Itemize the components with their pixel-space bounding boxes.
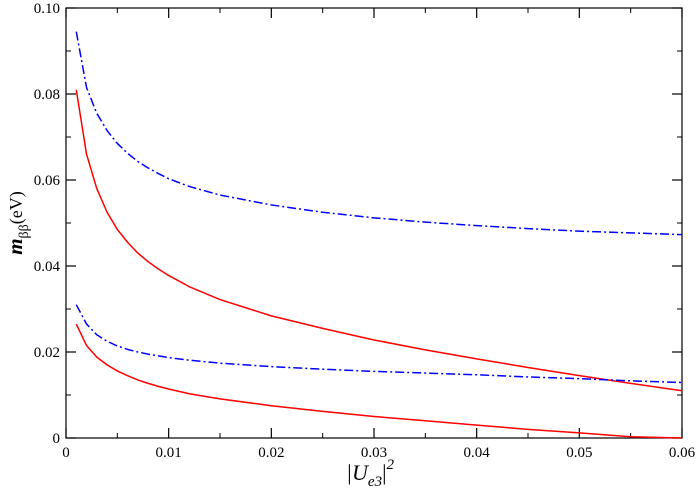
y-tick-label: 0.06 (34, 173, 61, 189)
x-tick-label: 0.01 (156, 445, 182, 461)
x-tick-label: 0.05 (566, 445, 592, 461)
x-tick-label: 0.06 (669, 445, 696, 461)
axis-titles: mββ(eV) |Ue3|2 (3, 191, 395, 490)
plot-area (65, 7, 683, 439)
axis-ticks (65, 7, 683, 439)
x-axis-label: |Ue3|2 (346, 457, 395, 490)
x-axis-label-superscript: 2 (387, 457, 395, 473)
x-tick-label: 0.04 (464, 445, 491, 461)
x-tick-label: 0.02 (258, 445, 284, 461)
plot-frame (65, 7, 683, 439)
y-tick-label: 0.02 (34, 345, 60, 361)
x-axis-label-base: |U (346, 460, 370, 485)
series-line-2 (75, 89, 683, 392)
x-axis-label-close: | (382, 460, 386, 485)
x-axis-label-subscript: e3 (368, 474, 382, 490)
x-tick-label: 0 (62, 445, 70, 461)
y-axis-label: mββ(eV) (3, 191, 32, 255)
series-line-4 (75, 323, 683, 439)
x-tick-label: 0.03 (361, 445, 387, 461)
y-axis-label-subscript: ββ (17, 224, 32, 238)
y-axis-label-unit: (eV) (6, 191, 27, 224)
y-tick-label: 0 (53, 431, 61, 447)
y-tick-label: 0.04 (34, 259, 61, 275)
y-tick-label: 0.08 (34, 87, 60, 103)
tick-labels: 0 0.02 0.04 0.06 0.08 0.10 0 0.01 0.02 0.03 0.04 0.… (34, 1, 696, 461)
series-layer (75, 31, 683, 439)
series-line-1 (75, 31, 683, 236)
y-axis-label-base: m (3, 238, 27, 254)
y-tick-label: 0.10 (34, 1, 60, 17)
series-line-3 (75, 304, 683, 384)
